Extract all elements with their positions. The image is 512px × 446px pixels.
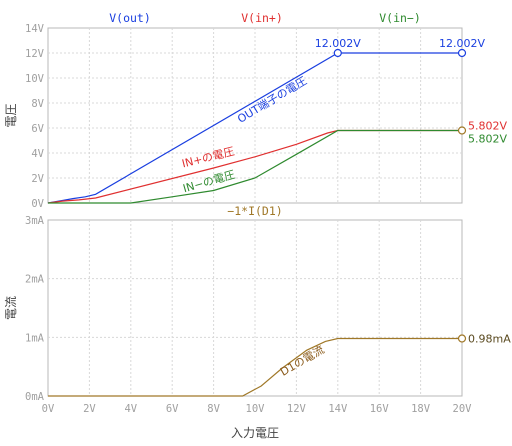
y-tick-label: 0V [31, 198, 44, 210]
data-label: 12.002V [439, 37, 485, 50]
x-tick-label: 0V [42, 403, 55, 415]
series-annotation: D1の電流 [278, 342, 327, 378]
x-axis-label: 入力電圧 [231, 426, 279, 440]
x-tick-label: 4V [124, 403, 137, 415]
x-tick-label: 6V [166, 403, 179, 415]
series-line [48, 337, 462, 397]
x-tick-label: 18V [411, 403, 431, 415]
y-tick-label: 3mA [25, 215, 45, 227]
y-tick-label: 2V [31, 173, 44, 185]
x-tick-label: 14V [328, 403, 348, 415]
y-tick-label: 4V [31, 148, 44, 160]
y-tick-label: 6V [31, 123, 44, 135]
y-tick-label: 10V [25, 73, 45, 85]
x-tick-label: 12V [287, 403, 307, 415]
data-label: 5.802V [468, 119, 507, 132]
x-tick-label: 8V [207, 403, 220, 415]
cursor-marker [457, 48, 467, 58]
cursor-marker [457, 334, 467, 343]
series-line [47, 129, 462, 204]
data-label: 0.98mA [468, 333, 511, 346]
cursor-marker [333, 48, 342, 58]
y-tick-label: 8V [31, 98, 44, 110]
legend-entry: V(out) [109, 11, 151, 25]
y-tick-label: 12V [25, 48, 45, 60]
series-annotation: IN+の電圧 [181, 145, 236, 171]
chart-layer: 0V 2V 4V 6V 8V 10V 12V 14V 電圧 V(out) V(in+) V(in−) 1… [4, 11, 511, 440]
y-axis-label: 電流 [4, 296, 18, 320]
x-tick-label: 16V [370, 403, 390, 415]
legend-entry: V(in+) [241, 11, 283, 25]
y-tick-label: 2mA [25, 274, 45, 286]
series-annotation: OUT端子の電圧 [235, 74, 309, 126]
data-label: 12.002V [315, 37, 361, 50]
series-line [48, 129, 462, 204]
x-tick-label: 2V [83, 403, 96, 415]
data-label: 5.802V [468, 132, 507, 145]
x-tick-label: 20V [453, 403, 473, 415]
x-tick-label: 10V [246, 403, 266, 415]
legend-entry: V(in−) [379, 11, 421, 25]
y-axis-label: 電圧 [4, 103, 18, 127]
legend-entry: −1*I(D1) [227, 204, 282, 218]
y-tick-label: 14V [25, 23, 45, 35]
cursor-marker [457, 126, 467, 135]
y-tick-label: 0mA [25, 391, 45, 403]
y-tick-label: 1mA [25, 332, 45, 344]
